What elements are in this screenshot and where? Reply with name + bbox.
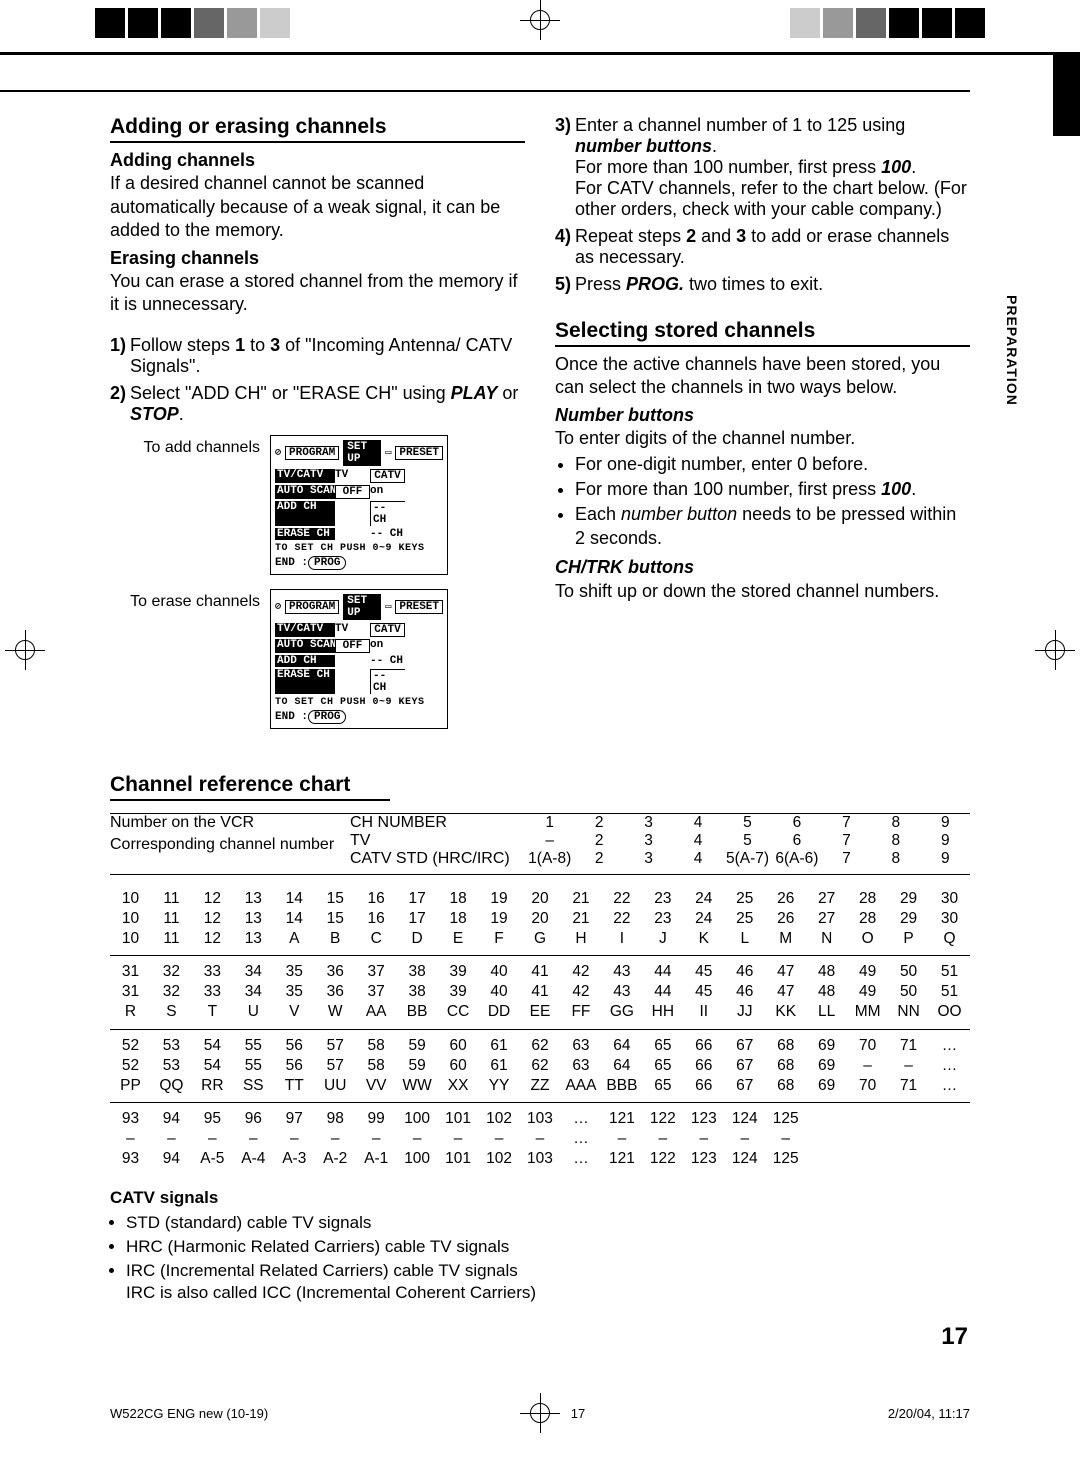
step-text-5: Press PROG. two times to exit.: [575, 274, 970, 295]
text-adding: If a desired channel cannot be scanned a…: [110, 172, 525, 242]
subhead-chtrk: CH/TRK buttons: [555, 556, 970, 579]
side-mark-left: [5, 630, 45, 670]
heading-selecting: Selecting stored channels: [555, 319, 970, 347]
subhead-number-buttons: Number buttons: [555, 404, 970, 427]
step-text-4: Repeat steps 2 and 3 to add or erase cha…: [575, 226, 970, 268]
catv-notes: CATV signals STD (standard) cable TV sig…: [110, 1187, 970, 1303]
chart-section: Channel reference chart Number on the VC…: [110, 773, 970, 1304]
step-num-2: 2): [110, 383, 126, 425]
screen-add: ⊘ PROGRAM SET UP ▭ PRESET TV/CATVTVCATV …: [270, 435, 448, 575]
heading-add-erase: Adding or erasing channels: [110, 115, 525, 143]
step-text-3: Enter a channel number of 1 to 125 using…: [575, 115, 970, 220]
step-num-4: 4): [555, 226, 571, 268]
side-tab: [1053, 52, 1080, 136]
right-column: 3) Enter a channel number of 1 to 125 us…: [555, 115, 970, 743]
step-num-5: 5): [555, 274, 571, 295]
label-erase: To erase channels: [110, 589, 270, 611]
step-text-2: Select "ADD CH" or "ERASE CH" using PLAY…: [130, 383, 525, 425]
screen-erase: ⊘ PROGRAM SET UP ▭ PRESET TV/CATVTVCATV …: [270, 589, 448, 729]
section-tab: PREPARATION: [1004, 295, 1020, 406]
crop-marks: [0, 0, 1080, 52]
page-number: 17: [941, 1323, 968, 1351]
step-text-1: Follow steps 1 to 3 of "Incoming Antenna…: [130, 335, 525, 377]
step-num-3: 3): [555, 115, 571, 220]
heading-chart: Channel reference chart: [110, 773, 390, 801]
footer-mark: [520, 1393, 560, 1433]
left-column: Adding or erasing channels Adding channe…: [110, 115, 525, 743]
text-erasing: You can erase a stored channel from the …: [110, 270, 525, 317]
text-chtrk: To shift up or down the stored channel n…: [555, 580, 970, 603]
channel-chart: Number on the VCR Corresponding channel …: [110, 813, 970, 1176]
label-add: To add channels: [110, 435, 270, 457]
text-nb: To enter digits of the channel number.: [555, 427, 970, 450]
subhead-adding: Adding channels: [110, 149, 525, 172]
text-selecting-intro: Once the active channels have been store…: [555, 353, 970, 400]
nb-list: For one-digit number, enter 0 before. Fo…: [555, 453, 970, 551]
top-rule: [0, 52, 1080, 55]
step-num-1: 1): [110, 335, 126, 377]
subhead-erasing: Erasing channels: [110, 247, 525, 270]
top-rule-2: [0, 90, 970, 92]
side-mark-right: [1035, 630, 1075, 670]
